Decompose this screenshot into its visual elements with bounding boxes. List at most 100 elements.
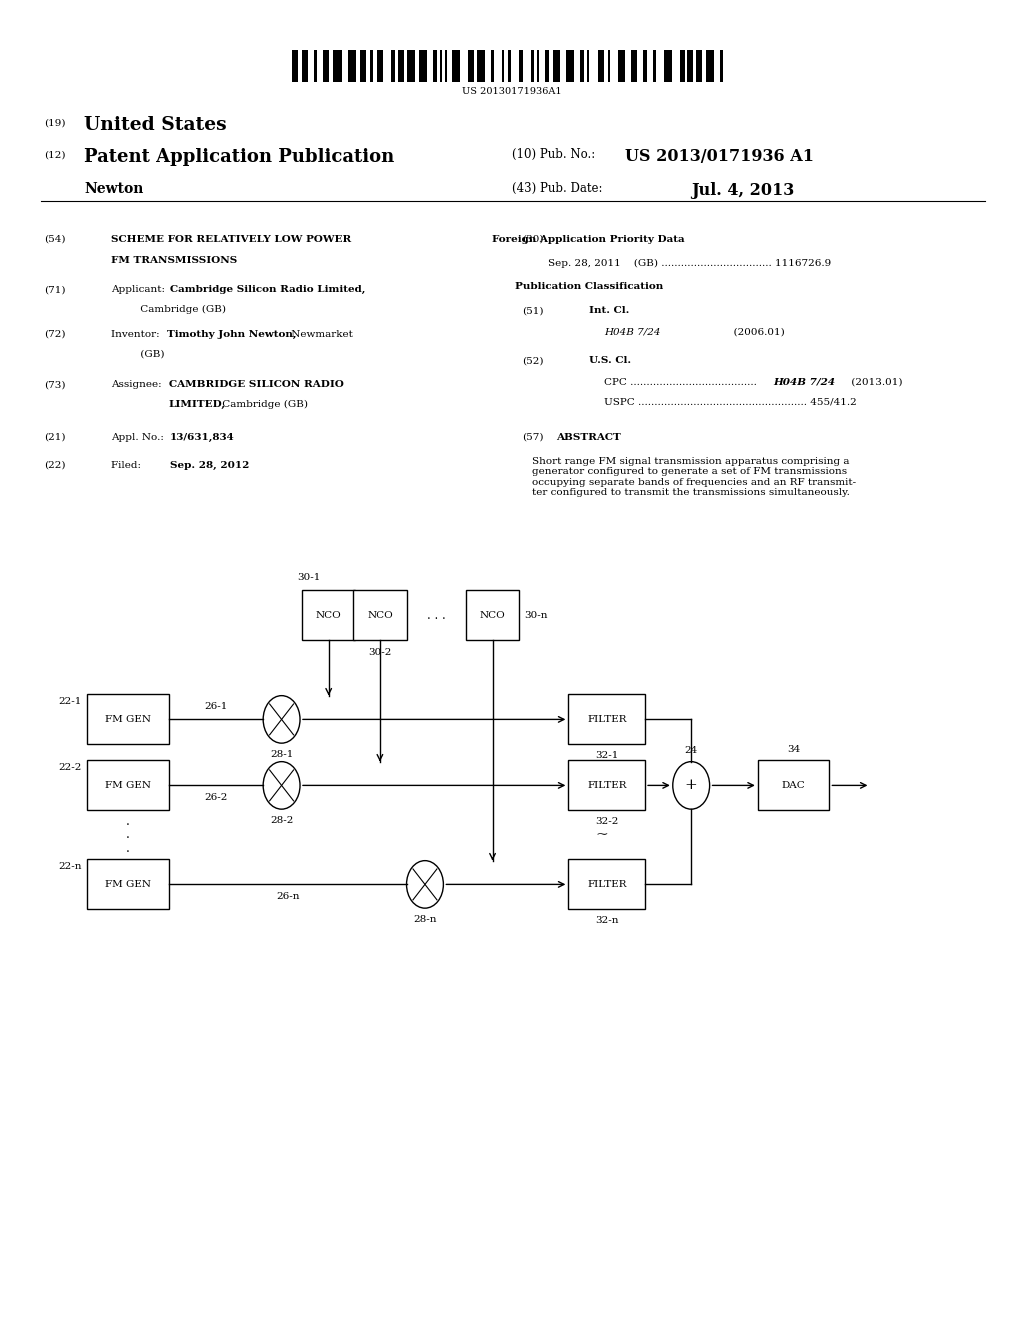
- Bar: [314, 50, 317, 82]
- Text: 30-1: 30-1: [297, 573, 321, 582]
- Text: (2006.01): (2006.01): [701, 327, 785, 337]
- Text: Publication Classification: Publication Classification: [515, 282, 663, 292]
- Bar: [607, 50, 610, 82]
- Text: LIMITED,: LIMITED,: [169, 400, 226, 409]
- Text: (2013.01): (2013.01): [848, 378, 902, 387]
- Bar: [618, 50, 625, 82]
- Text: Short range FM signal transmission apparatus comprising a
generator configured t: Short range FM signal transmission appar…: [532, 457, 857, 496]
- Bar: [302, 590, 355, 640]
- Text: (43) Pub. Date:: (43) Pub. Date:: [512, 182, 602, 195]
- Circle shape: [407, 861, 443, 908]
- Text: (52): (52): [522, 356, 544, 366]
- Text: 30-2: 30-2: [369, 648, 391, 657]
- Text: (57): (57): [522, 433, 544, 442]
- Text: (12): (12): [44, 150, 66, 160]
- Text: (30): (30): [522, 235, 544, 244]
- Bar: [87, 760, 169, 810]
- Text: Newton: Newton: [84, 182, 143, 197]
- Bar: [377, 50, 383, 82]
- Text: CAMBRIDGE SILICON RADIO: CAMBRIDGE SILICON RADIO: [169, 380, 344, 389]
- Text: Timothy John Newton,: Timothy John Newton,: [167, 330, 296, 339]
- Text: FM TRANSMISSIONS: FM TRANSMISSIONS: [111, 256, 237, 265]
- Text: (GB): (GB): [111, 350, 164, 359]
- Bar: [440, 50, 442, 82]
- Text: 34: 34: [787, 744, 800, 754]
- Bar: [302, 50, 308, 82]
- Bar: [706, 50, 714, 82]
- Bar: [664, 50, 672, 82]
- Bar: [568, 694, 645, 744]
- Circle shape: [673, 762, 710, 809]
- Circle shape: [263, 762, 300, 809]
- Bar: [537, 50, 539, 82]
- Bar: [758, 760, 829, 810]
- Bar: [568, 859, 645, 909]
- Text: Cambridge (GB): Cambridge (GB): [111, 305, 225, 314]
- Text: 26-2: 26-2: [205, 793, 227, 803]
- Text: Patent Application Publication: Patent Application Publication: [84, 148, 394, 166]
- Text: United States: United States: [84, 116, 226, 135]
- Text: 28-n: 28-n: [414, 915, 436, 924]
- Text: FM GEN: FM GEN: [105, 880, 151, 888]
- Text: (19): (19): [44, 119, 66, 128]
- Text: 26-n: 26-n: [276, 892, 299, 902]
- Text: Jul. 4, 2013: Jul. 4, 2013: [691, 182, 795, 199]
- Text: 22-n: 22-n: [58, 862, 82, 871]
- Text: (22): (22): [44, 461, 66, 470]
- Text: (71): (71): [44, 285, 66, 294]
- Text: (72): (72): [44, 330, 66, 339]
- Text: CPC .......................................: CPC ....................................…: [604, 378, 757, 387]
- Bar: [631, 50, 637, 82]
- Bar: [468, 50, 474, 82]
- Bar: [334, 50, 342, 82]
- Text: Newmarket: Newmarket: [288, 330, 352, 339]
- Bar: [580, 50, 584, 82]
- Bar: [353, 590, 407, 640]
- Text: Filed:: Filed:: [111, 461, 164, 470]
- Text: Sep. 28, 2012: Sep. 28, 2012: [170, 461, 250, 470]
- Bar: [324, 50, 330, 82]
- Bar: [565, 50, 573, 82]
- Bar: [371, 50, 373, 82]
- Text: 32-1: 32-1: [595, 751, 618, 760]
- Text: 13/631,834: 13/631,834: [170, 433, 234, 442]
- Text: +: +: [685, 779, 697, 792]
- Text: Applicant:: Applicant:: [111, 285, 168, 294]
- Bar: [348, 50, 356, 82]
- Text: FILTER: FILTER: [587, 781, 627, 789]
- Text: Inventor:: Inventor:: [111, 330, 169, 339]
- Text: ~: ~: [595, 828, 608, 842]
- Bar: [87, 859, 169, 909]
- Bar: [360, 50, 367, 82]
- Text: 24: 24: [685, 746, 697, 755]
- Bar: [720, 50, 723, 82]
- Text: US 20130171936A1: US 20130171936A1: [462, 87, 562, 96]
- Bar: [466, 590, 519, 640]
- Text: USPC .................................................... 455/41.2: USPC ...................................…: [604, 397, 857, 407]
- Text: Cambridge Silicon Radio Limited,: Cambridge Silicon Radio Limited,: [170, 285, 366, 294]
- Bar: [568, 760, 645, 810]
- Bar: [391, 50, 395, 82]
- Text: 28-2: 28-2: [270, 816, 293, 825]
- Bar: [587, 50, 589, 82]
- Text: 32-n: 32-n: [595, 916, 618, 925]
- Text: H04B 7/24: H04B 7/24: [604, 327, 660, 337]
- Text: FM GEN: FM GEN: [105, 715, 151, 723]
- Text: (51): (51): [522, 306, 544, 315]
- Text: .: .: [126, 816, 130, 828]
- Bar: [477, 50, 485, 82]
- Text: 22-1: 22-1: [58, 697, 82, 706]
- Text: ABSTRACT: ABSTRACT: [556, 433, 622, 442]
- Text: Int. Cl.: Int. Cl.: [589, 306, 629, 315]
- Text: Assignee:: Assignee:: [111, 380, 165, 389]
- Text: . . .: . . .: [427, 609, 445, 622]
- Text: Appl. No.:: Appl. No.:: [111, 433, 167, 442]
- Bar: [643, 50, 647, 82]
- Text: NCO: NCO: [367, 611, 393, 619]
- Text: 32-2: 32-2: [595, 817, 618, 826]
- Text: US 2013/0171936 A1: US 2013/0171936 A1: [625, 148, 814, 165]
- Bar: [492, 50, 494, 82]
- Text: DAC: DAC: [781, 781, 806, 789]
- Text: .: .: [126, 829, 130, 841]
- Text: Cambridge (GB): Cambridge (GB): [219, 400, 308, 409]
